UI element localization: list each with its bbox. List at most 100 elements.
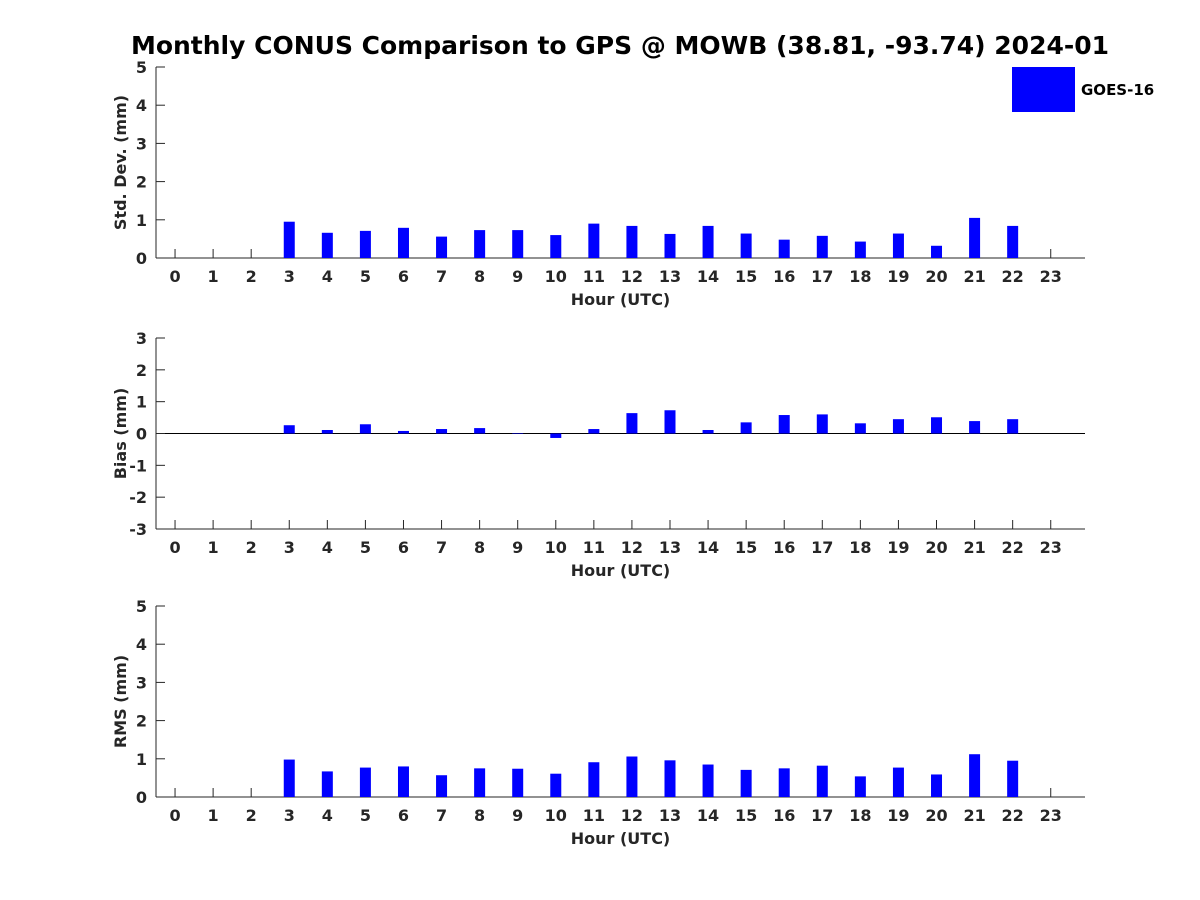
x-tick-label: 11: [583, 806, 605, 825]
bar-bias-hour-7: [436, 429, 448, 434]
x-tick-label: 10: [545, 806, 567, 825]
x-tick-label: 3: [284, 267, 295, 286]
x-tick-label: 8: [474, 806, 485, 825]
x-tick-label: 7: [436, 806, 447, 825]
x-tick-label: 8: [474, 538, 485, 557]
bar-rms-hour-11: [588, 762, 600, 797]
x-tick-label: 13: [659, 538, 681, 557]
x-tick-label: 17: [811, 806, 833, 825]
bar-stddev-hour-12: [626, 225, 638, 258]
x-tick-label: 7: [436, 538, 447, 557]
bar-bias-hour-16: [778, 415, 790, 434]
bar-bias-hour-6: [397, 430, 409, 434]
y-tick-label: -3: [129, 520, 147, 539]
bar-rms-hour-13: [664, 760, 676, 797]
y-tick-label: 2: [136, 712, 147, 731]
y-tick-label: 1: [136, 393, 147, 412]
x-tick-label: 12: [621, 806, 643, 825]
bar-stddev-hour-17: [816, 235, 828, 258]
bar-bias-hour-11: [588, 429, 600, 434]
x-tick-label: 1: [208, 267, 219, 286]
x-tick-label: 4: [322, 806, 333, 825]
y-tick-label: 3: [136, 329, 147, 348]
x-tick-label: 20: [925, 538, 947, 557]
x-tick-label: 18: [849, 538, 871, 557]
x-tick-label: 19: [887, 538, 909, 557]
legend: GOES-16: [1012, 67, 1154, 112]
x-tick-label: 15: [735, 538, 757, 557]
y-axis-label: Std. Dev. (mm): [111, 95, 130, 230]
x-tick-label: 2: [246, 806, 257, 825]
bar-stddev-hour-6: [397, 227, 409, 258]
x-tick-label: 12: [621, 267, 643, 286]
bar-bias-hour-9: [512, 433, 524, 434]
y-tick-label: 2: [136, 361, 147, 380]
bar-bias-hour-12: [626, 413, 638, 434]
x-tick-label: 21: [963, 538, 985, 557]
y-tick-label: 3: [136, 673, 147, 692]
bar-bias-hour-10: [550, 433, 562, 438]
bar-rms-hour-16: [778, 768, 790, 797]
x-tick-label: 22: [1002, 806, 1024, 825]
bar-rms-hour-4: [321, 771, 333, 797]
x-tick-label: 0: [169, 806, 180, 825]
x-tick-label: 14: [697, 267, 719, 286]
bar-bias-hour-20: [931, 417, 943, 434]
x-tick-label: 6: [398, 267, 409, 286]
bar-stddev-hour-7: [436, 236, 448, 258]
x-tick-label: 17: [811, 267, 833, 286]
bar-stddev-hour-9: [512, 230, 524, 258]
bar-rms-hour-19: [892, 767, 904, 797]
x-tick-label: 9: [512, 267, 523, 286]
x-tick-label: 6: [398, 806, 409, 825]
bar-stddev-hour-4: [321, 232, 333, 258]
x-axis-label: Hour (UTC): [571, 290, 671, 309]
x-tick-label: 5: [360, 267, 371, 286]
x-tick-label: 12: [621, 538, 643, 557]
bar-rms-hour-9: [512, 768, 524, 797]
x-tick-label: 15: [735, 806, 757, 825]
y-axis-label: RMS (mm): [111, 655, 130, 748]
x-tick-label: 10: [545, 538, 567, 557]
x-tick-label: 9: [512, 806, 523, 825]
bar-rms-hour-15: [740, 769, 752, 797]
x-tick-label: 19: [887, 806, 909, 825]
x-tick-label: 3: [284, 538, 295, 557]
x-tick-label: 16: [773, 538, 795, 557]
x-tick-label: 6: [398, 538, 409, 557]
bar-rms-hour-3: [283, 759, 295, 797]
y-tick-label: 4: [136, 635, 147, 654]
x-tick-label: 21: [963, 267, 985, 286]
bar-stddev-hour-3: [283, 221, 295, 258]
y-tick-label: 1: [136, 750, 147, 769]
bar-bias-hour-14: [702, 429, 714, 434]
bar-rms-hour-6: [397, 766, 409, 797]
x-tick-label: 16: [773, 806, 795, 825]
bar-rms-hour-18: [854, 776, 866, 797]
bar-rms-hour-10: [550, 773, 562, 797]
x-tick-label: 2: [246, 538, 257, 557]
x-tick-label: 5: [360, 806, 371, 825]
x-tick-label: 10: [545, 267, 567, 286]
bar-stddev-hour-8: [474, 230, 486, 258]
bar-bias-hour-4: [321, 429, 333, 434]
x-axis-label: Hour (UTC): [571, 561, 671, 580]
bar-rms-hour-20: [931, 774, 943, 797]
x-tick-label: 21: [963, 806, 985, 825]
x-tick-label: 23: [1040, 538, 1062, 557]
legend-swatch-goes16: [1012, 67, 1075, 112]
x-tick-label: 19: [887, 267, 909, 286]
bar-bias-hour-19: [892, 419, 904, 434]
bar-bias-hour-5: [359, 424, 371, 434]
x-tick-label: 0: [169, 267, 180, 286]
x-tick-label: 22: [1002, 267, 1024, 286]
bar-bias-hour-3: [283, 425, 295, 434]
x-axis-label: Hour (UTC): [571, 829, 671, 848]
bar-rms-hour-5: [359, 767, 371, 797]
x-tick-label: 1: [208, 806, 219, 825]
